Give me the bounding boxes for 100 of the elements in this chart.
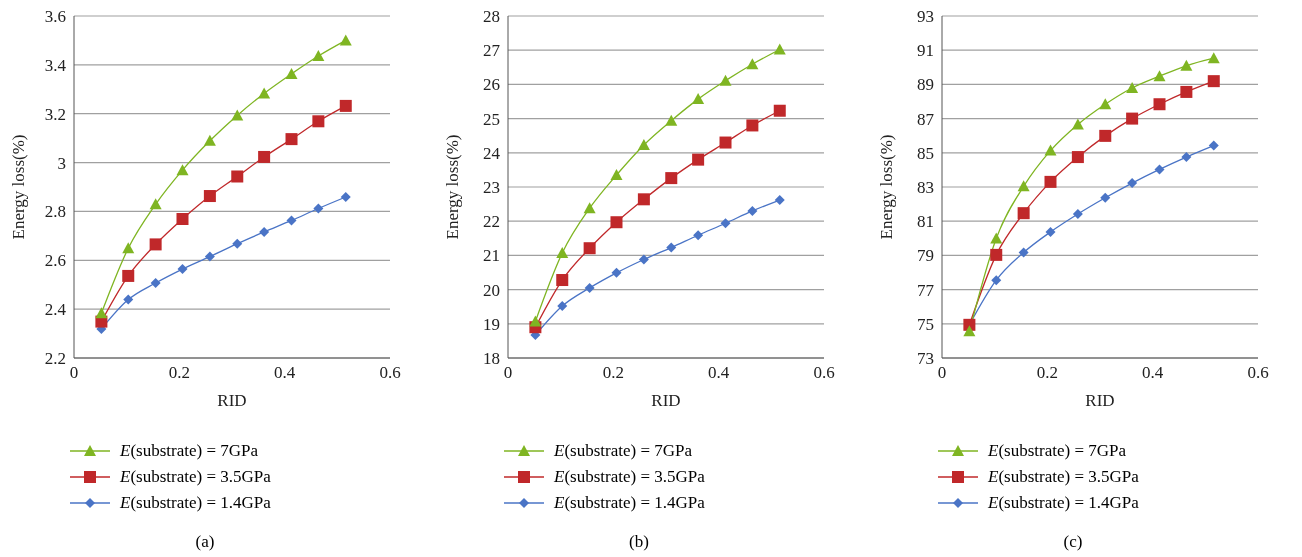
point [637,193,650,206]
point [1018,247,1029,258]
y-tick-label: 75 [917,314,934,334]
point [773,104,786,117]
y-tick-label: 3.2 [44,104,66,124]
x-axis-title: RID [651,391,681,410]
x-axis-title: RID [1085,391,1115,410]
y-tick-label: 2.6 [44,251,66,271]
point [556,247,569,259]
point [665,172,678,185]
y-tick-label: 3.4 [44,55,67,75]
legend-label: E(substrate) = 1.4GPa [120,492,271,514]
legend-label: E(substrate) = 3.5GPa [554,466,705,488]
point [1045,226,1056,237]
point [990,232,1003,244]
legend-label: E(substrate) = 3.5GPa [988,466,1139,488]
point [1017,180,1030,192]
point [963,325,976,337]
y-tick-label: 3.6 [44,7,66,27]
point [177,264,188,275]
point [1127,178,1138,189]
point [286,215,297,226]
point [259,226,270,237]
y-tick-label: 24 [483,143,501,163]
y-axis-title: Energy loss(%) [877,134,897,240]
point [150,278,161,288]
point [203,134,216,146]
point [1180,59,1193,71]
point [258,87,271,99]
legend-label: E(substrate) = 7GPa [554,440,693,462]
y-tick-label: 81 [917,212,934,232]
point [773,43,786,55]
point [611,267,622,278]
legend-label: E(substrate) = 3.5GPa [120,466,271,488]
point [312,115,325,128]
point [1044,175,1057,188]
y-tick-label: 27 [483,41,501,61]
x-tick-label: 0.6 [1247,363,1269,383]
point [313,203,324,214]
y-tick-label: 93 [917,7,934,27]
point [638,254,649,265]
legend-label: E(substrate) = 7GPa [988,440,1127,462]
point [1099,129,1112,142]
point [529,315,542,327]
x-tick-label: 0.2 [1036,363,1058,383]
y-tick-label: 73 [917,349,934,369]
point [203,190,216,203]
y-tick-label: 3 [57,153,66,173]
y-tick-label: 91 [917,41,934,61]
point [122,242,135,254]
point [1208,140,1219,151]
legend-label: E(substrate) = 7GPa [120,440,259,462]
point [774,195,785,205]
point [583,242,596,255]
point [285,67,298,79]
y-tick-label: 87 [917,109,935,129]
y-tick-label: 2.8 [44,202,66,222]
point [339,99,352,112]
x-tick-label: 0 [937,363,947,383]
point [1126,112,1139,125]
x-tick-label: 0.4 [1142,363,1164,383]
point [719,136,732,149]
point [1100,192,1111,203]
y-tick-label: 2.2 [44,349,66,369]
x-tick-label: 0 [69,363,79,383]
y-tick-label: 79 [917,246,934,266]
point [610,216,623,229]
point [990,248,1003,261]
x-tick-label: 0.4 [708,363,730,383]
y-tick-label: 85 [917,143,934,163]
y-tick-label: 83 [917,178,934,198]
y-tick-label: 18 [483,349,500,369]
point [312,50,325,62]
point [1153,70,1166,82]
text: (c) [1062,532,1084,552]
point [1071,151,1084,164]
y-tick-label: 25 [483,109,500,129]
point [149,238,162,251]
point [637,138,650,150]
x-tick-label: 0.2 [168,363,190,383]
point [285,133,298,146]
point [747,205,758,216]
point [204,251,215,262]
y-axis-title: Energy loss(%) [443,134,463,240]
point [991,275,1002,286]
y-axis-title: Energy loss(%) [9,134,29,240]
point [1153,98,1166,111]
point [176,213,189,225]
point [1099,98,1112,110]
point [340,192,351,203]
point [556,274,569,287]
legend-label: E(substrate) = 1.4GPa [988,492,1139,514]
point [610,169,623,181]
x-tick-label: 0.6 [379,363,401,383]
x-tick-label: 0 [503,363,513,383]
y-tick-label: 26 [483,75,500,95]
point [746,58,759,70]
point [231,109,244,121]
point [1207,75,1220,88]
text: (b) [628,532,650,552]
